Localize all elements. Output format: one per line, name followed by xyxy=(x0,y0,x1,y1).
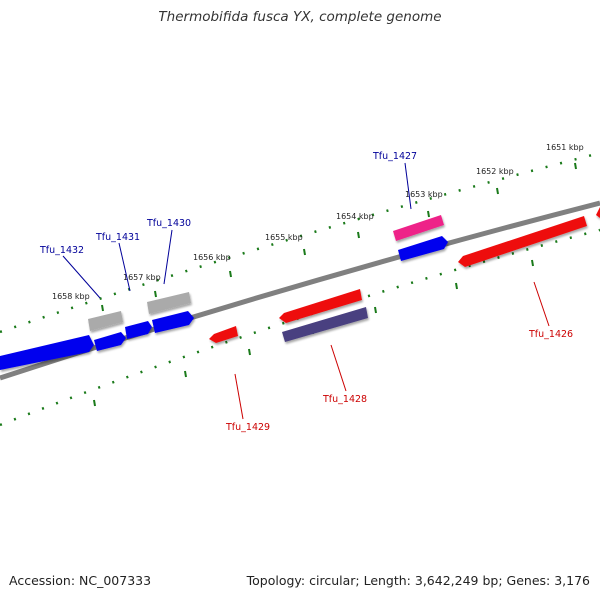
label-leader-lines xyxy=(62,162,550,420)
gene-arrow-forward[interactable] xyxy=(398,236,448,261)
gene-arrow-tfu-1426[interactable] xyxy=(458,216,587,267)
scale-label: 1658 kbp xyxy=(52,292,90,301)
scale-label: 1655 kbp xyxy=(265,233,303,242)
gene-label-tfu-1431[interactable]: Tfu_1431 xyxy=(95,232,140,243)
forward-strand-genes xyxy=(0,215,448,370)
gene-arrow-tfu-1431[interactable] xyxy=(125,321,152,339)
gene-label-tfu-1426[interactable]: Tfu_1426 xyxy=(528,329,573,340)
gene-arrow-tfu-1427[interactable] xyxy=(393,215,444,241)
gene-arrow-tfu-1430[interactable] xyxy=(152,311,194,333)
gene-arrow-tfu-1430-grey[interactable] xyxy=(147,292,191,314)
scale-label: 1654 kbp xyxy=(336,212,374,221)
gene-arrow-tfu-1428[interactable] xyxy=(279,289,362,323)
inner-tick-ring xyxy=(0,228,600,427)
gene-arrow-tfu-1428-purple[interactable] xyxy=(282,307,368,342)
gene-arrow-tfu-1432[interactable] xyxy=(94,332,126,351)
genome-title: Thermobifida fusca YX, complete genome xyxy=(158,9,442,25)
gene-label-tfu-1428[interactable]: Tfu_1428 xyxy=(322,394,367,405)
genome-summary-text: Topology: circular; Length: 3,642,249 bp… xyxy=(246,573,590,588)
genome-backbone xyxy=(0,200,600,381)
outer-major-ticks xyxy=(101,162,577,312)
gene-label-tfu-1432[interactable]: Tfu_1432 xyxy=(39,245,84,256)
scale-label: 1652 kbp xyxy=(476,167,514,176)
gene-label-tfu-1427[interactable]: Tfu_1427 xyxy=(372,151,417,162)
gene-arrow-edge[interactable] xyxy=(596,207,600,218)
scale-label: 1651 kbp xyxy=(546,143,584,152)
gene-arrow-tfu-1431-grey[interactable] xyxy=(88,311,123,331)
gene-arrow-tfu-1429[interactable] xyxy=(209,326,238,343)
gene-label-tfu-1429[interactable]: Tfu_1429 xyxy=(225,422,270,433)
gene-arrow-tfu-1432-left[interactable] xyxy=(0,335,94,370)
scale-label: 1653 kbp xyxy=(405,190,443,199)
accession-text: Accession: NC_007333 xyxy=(9,573,152,588)
scale-label: 1657 kbp xyxy=(123,273,161,282)
gene-label-tfu-1430[interactable]: Tfu_1430 xyxy=(146,218,191,229)
reverse-strand-genes xyxy=(209,207,600,343)
scale-label: 1656 kbp xyxy=(193,253,231,262)
